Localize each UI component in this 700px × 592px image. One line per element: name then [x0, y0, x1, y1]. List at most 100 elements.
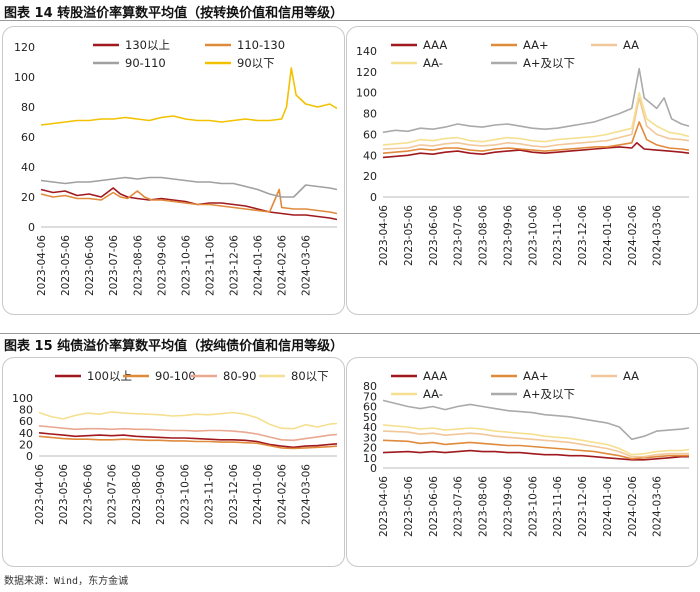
y-tick-label: 100: [12, 392, 33, 405]
series-line-2: [40, 176, 338, 198]
data-source-note: 数据来源：Wind，东方金诚: [4, 576, 129, 587]
x-tick-label: 2023-10-06: [527, 205, 539, 266]
series-line-1: [40, 188, 338, 215]
x-tick-label: 2023-10-06: [180, 235, 192, 296]
y-tick-label: 60: [363, 128, 377, 141]
series-line-0: [382, 449, 689, 461]
x-tick-label: 2023-12-06: [228, 464, 240, 525]
legend-label: AA+: [523, 38, 549, 52]
y-tick-label: 140: [356, 45, 377, 58]
x-tick-label: 2023-09-06: [155, 464, 167, 525]
y-tick-label: 40: [19, 427, 33, 440]
y-tick-label: 80: [19, 404, 33, 417]
legend-label: A+及以下: [523, 56, 575, 70]
x-tick-label: 2024-02-06: [627, 205, 639, 266]
x-tick-label: 2023-12-06: [577, 476, 589, 537]
y-tick-label: 120: [356, 66, 377, 79]
series-line-1: [382, 439, 689, 460]
x-tick-label: 2024-03-06: [652, 476, 664, 537]
series-line-1: [38, 435, 338, 450]
x-tick-label: 2024-03-06: [652, 205, 664, 266]
series-line-4: [382, 399, 690, 441]
x-tick-label: 2023-08-06: [132, 235, 144, 296]
x-tick-label: 2023-06-06: [82, 464, 94, 525]
x-tick-label: 2024-02-06: [627, 476, 639, 537]
y-tick-label: 20: [363, 170, 377, 183]
series-line-0: [38, 432, 338, 449]
y-tick-label: 100: [356, 87, 377, 100]
y-tick-label: 120: [14, 41, 35, 54]
series-line-2: [382, 430, 689, 458]
x-tick-label: 2023-07-06: [453, 205, 465, 266]
chart-c2: 0 20 40 60 80 100 120 140 2023-04-06 2023-05-06 20…: [356, 38, 690, 266]
series-line-2: [382, 97, 690, 150]
x-tick-label: 2024-02-06: [276, 464, 288, 525]
legend-label: 90以下: [237, 56, 275, 70]
legend-label: A+及以下: [523, 387, 575, 401]
x-tick-label: 2023-11-06: [552, 476, 564, 537]
x-tick-label: 2023-06-06: [84, 235, 96, 296]
chart-panel-convertible-by-conversion-value: 0 20 40 60 80 100 120 2023-04-06 2023-05-06 2023-…: [2, 26, 345, 315]
legend-label: AAA: [423, 38, 447, 52]
x-tick-label: 2023-11-06: [204, 235, 216, 296]
chart-panel-convertible-by-credit-rating: 0 20 40 60 80 100 120 140 2023-04-06 2023-05-06 20…: [346, 26, 698, 315]
legend-label: AA-: [423, 387, 443, 401]
y-tick-label: 40: [21, 161, 35, 174]
x-tick-label: 2023-05-06: [60, 235, 72, 296]
x-tick-label: 2023-04-06: [34, 464, 46, 525]
x-tick-label: 2023-10-06: [527, 476, 539, 537]
y-tick-label: 20: [363, 442, 377, 455]
middle-rule: [0, 333, 700, 334]
y-tick-label: 20: [21, 191, 35, 204]
y-tick-label: 0: [370, 191, 377, 204]
x-tick-label: 2023-05-06: [58, 464, 70, 525]
series-line-3: [382, 424, 690, 456]
x-tick-label: 2023-04-06: [378, 205, 390, 266]
legend-label: 80以下: [291, 369, 329, 383]
x-tick-label: 2024-03-06: [301, 235, 313, 296]
x-tick-label: 2023-12-06: [577, 205, 589, 266]
legend-label: 100以上: [87, 369, 132, 383]
x-tick-label: 2023-07-06: [108, 235, 120, 296]
x-tick-label: 2023-08-06: [131, 464, 143, 525]
y-tick-label: 100: [14, 71, 35, 84]
x-tick-label: 2023-09-06: [502, 476, 514, 537]
y-tick-label: 60: [19, 415, 33, 428]
legend-label: AA: [623, 38, 639, 52]
legend-label: 80-90: [223, 369, 256, 383]
chart-panel-bond-by-credit-rating: 0 10 20 30 40 50 60 70 80 2023-04-06 2023-05-06 202…: [346, 357, 698, 567]
figure15-title: 图表 15 纯债溢价率算数平均值（按纯债价值和信用等级）: [4, 339, 344, 354]
chart-c1: 0 20 40 60 80 100 120 2023-04-06 2023-05-06 2023-…: [14, 38, 338, 296]
y-tick-label: 0: [370, 462, 377, 475]
legend-label: 130以上: [125, 38, 170, 52]
x-tick-label: 2023-09-06: [156, 235, 168, 296]
series-line-3: [382, 91, 690, 146]
figure14-title: 图表 14 转股溢价率算数平均值（按转换价值和信用等级）: [4, 6, 344, 21]
series-line-3: [40, 67, 338, 126]
x-tick-label: 2023-04-06: [36, 235, 48, 296]
x-tick-label: 2023-11-06: [204, 464, 216, 525]
series-line-2: [38, 425, 338, 442]
x-tick-label: 2023-07-06: [453, 476, 465, 537]
y-tick-label: 20: [19, 438, 33, 451]
legend-label: AA-: [423, 56, 443, 70]
y-tick-label: 10: [363, 452, 377, 465]
series-line-1: [382, 121, 690, 154]
x-tick-label: 2023-11-06: [552, 205, 564, 266]
legend-label: AA+: [523, 369, 549, 383]
x-tick-label: 2023-06-06: [428, 476, 440, 537]
x-tick-label: 2023-08-06: [478, 476, 490, 537]
x-tick-label: 2024-01-06: [252, 464, 264, 525]
x-tick-label: 2024-01-06: [602, 476, 614, 537]
series-line-0: [382, 142, 690, 159]
y-tick-label: 80: [21, 101, 35, 114]
legend-label: 90-100: [155, 369, 196, 383]
legend-label: 110-130: [237, 38, 285, 52]
top-rule: [0, 20, 700, 21]
series-line-4: [382, 67, 690, 134]
y-tick-label: 80: [363, 108, 377, 121]
x-tick-label: 2023-04-06: [378, 476, 390, 537]
x-tick-label: 2024-01-06: [602, 205, 614, 266]
y-tick-label: 60: [363, 401, 377, 414]
